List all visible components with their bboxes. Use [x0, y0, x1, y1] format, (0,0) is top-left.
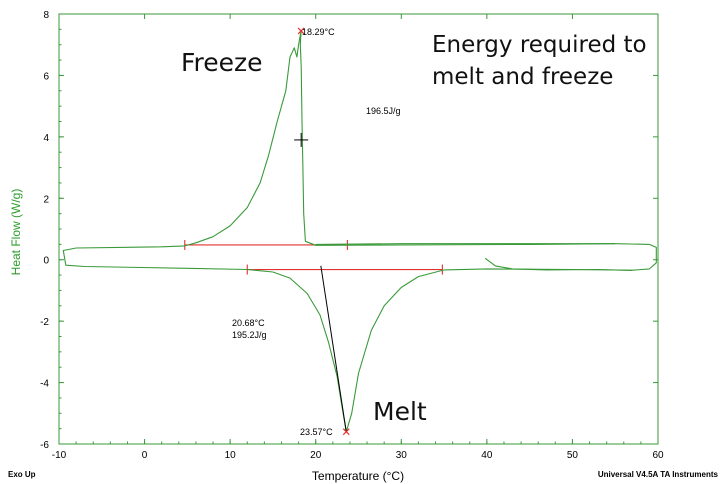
x-tick-label: 40 — [481, 450, 493, 461]
peak-marker — [297, 27, 305, 35]
y-tick-label: 4 — [43, 133, 49, 144]
y-tick-label: -6 — [40, 440, 49, 451]
markers — [294, 27, 350, 436]
x-tick-label: 20 — [310, 450, 322, 461]
melt-onset-label: 20.68°C — [232, 318, 265, 328]
y-tick-label: 0 — [43, 256, 49, 267]
curve-cooling — [62, 30, 616, 271]
x-tick-label: 60 — [652, 450, 664, 461]
x-axis-title: Temperature (°C) — [312, 469, 404, 483]
x-tick-label: 0 — [142, 450, 148, 461]
y-axis-title: Heat Flow (W/g) — [9, 189, 23, 276]
x-tick-label: 50 — [567, 450, 579, 461]
freeze-peak-label: 18.29°C — [302, 27, 335, 37]
ticks: -10 0 10 20 30 40 50 60 -6 -4 -2 0 2 4 6 8 — [40, 10, 664, 461]
peak-marker — [342, 428, 350, 436]
curve-return-tail — [484, 257, 633, 272]
energy-label-line2: melt and freeze — [432, 64, 613, 90]
y-tick-label: -4 — [40, 379, 49, 390]
freeze-label: Freeze — [181, 48, 263, 77]
x-tick-label: 10 — [225, 450, 237, 461]
x-tick-label: -10 — [52, 450, 67, 461]
exo-up-label: Exo Up — [8, 470, 36, 479]
freeze-enthalpy-label: 196.5J/g — [366, 106, 401, 116]
melt-enthalpy-label: 195.2J/g — [232, 330, 267, 340]
energy-label-line1: Energy required to — [432, 32, 647, 58]
y-tick-label: 2 — [43, 194, 49, 205]
x-tick-label: 30 — [396, 450, 408, 461]
y-tick-label: 6 — [43, 71, 49, 82]
instrument-label: Universal V4.5A TA Instruments — [598, 470, 719, 479]
melt-peak-label: 23.57°C — [300, 427, 333, 437]
curves — [62, 30, 657, 433]
curve-heating — [247, 243, 657, 433]
y-tick-label: -2 — [40, 317, 49, 328]
y-tick-label: 8 — [43, 10, 49, 21]
onset-tangent-line — [320, 265, 347, 432]
melt-label: Melt — [373, 397, 427, 426]
